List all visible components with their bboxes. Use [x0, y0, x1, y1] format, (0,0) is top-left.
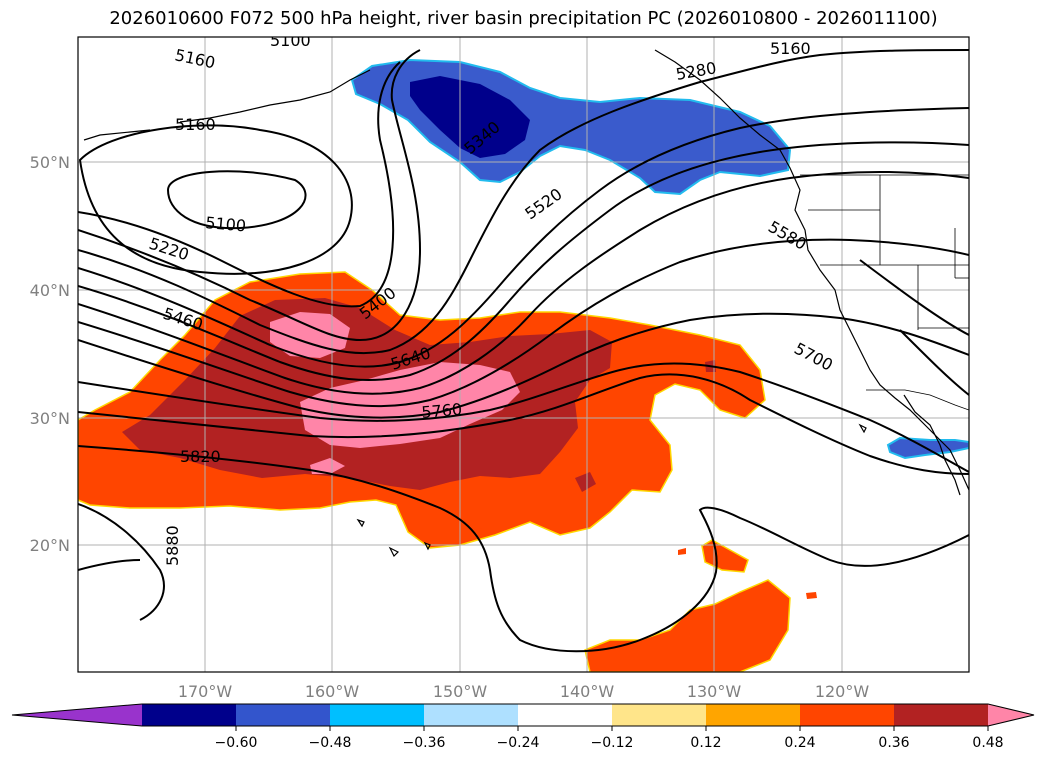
- colorbar-segment: [142, 704, 237, 726]
- colorbar-segment: [800, 704, 895, 726]
- height-contours: [78, 49, 969, 653]
- contour-label: 5160: [175, 115, 216, 134]
- colorbar-segment: [424, 704, 519, 726]
- colorbar-segment: [894, 704, 989, 726]
- lon-label: 130°W: [687, 682, 742, 701]
- lon-label: 170°W: [178, 682, 233, 701]
- lon-label: 150°W: [433, 682, 488, 701]
- colorbar-extend-high: [988, 704, 1034, 726]
- colorbar-tick-label: −0.24: [497, 735, 540, 751]
- negative-anomaly-south: [886, 436, 969, 460]
- lat-label: 50°N: [30, 153, 70, 172]
- contour-label: 5760: [421, 400, 463, 422]
- colorbar-extend-low: [12, 704, 142, 726]
- contour-label: 5100: [270, 31, 311, 50]
- contour-label: 5160: [770, 39, 811, 58]
- colorbar-segment: [330, 704, 425, 726]
- map-area: 5100 5160 5160 5160 5280 5340 5100 5520 …: [78, 31, 969, 672]
- colorbar-tick-label: 0.24: [784, 735, 815, 751]
- negative-anomaly-north: [350, 58, 792, 196]
- colorbar-segment: [612, 704, 707, 726]
- colorbar: −0.60 −0.48 −0.36 −0.24 −0.12 0.12 0.24 0.36 0.4…: [11, 703, 1035, 751]
- coastlines: [83, 49, 969, 558]
- map-title: 2026010600 F072 500 hPa height, river ba…: [109, 8, 938, 29]
- contour-label: 5100: [205, 213, 247, 235]
- longitude-labels: 170°W 160°W 150°W 140°W 130°W 120°W: [178, 682, 870, 701]
- colorbar-segment: [518, 704, 613, 726]
- contour-label: 5880: [163, 525, 182, 566]
- colorbar-segment: [706, 704, 801, 726]
- lon-label: 160°W: [305, 682, 360, 701]
- colorbar-tick-label: −0.60: [215, 735, 258, 751]
- contour-label: 5820: [180, 447, 221, 466]
- colorbar-tick-label: −0.48: [309, 735, 352, 751]
- colorbar-tick-label: −0.36: [403, 735, 446, 751]
- colorbar-outline: [11, 703, 1035, 727]
- lat-label: 40°N: [30, 281, 70, 300]
- colorbar-segment: [236, 704, 331, 726]
- graticule: [78, 37, 969, 672]
- lat-label: 30°N: [30, 409, 70, 428]
- latitude-labels: 50°N 40°N 30°N 20°N: [30, 153, 70, 555]
- colorbar-tick-label: 0.36: [878, 735, 909, 751]
- map-frame: [77, 36, 970, 673]
- lon-label: 140°W: [560, 682, 615, 701]
- colorbar-tick-label: 0.48: [972, 735, 1003, 751]
- lon-label: 120°W: [815, 682, 870, 701]
- political-borders: [800, 174, 969, 411]
- colorbar-tick-label: −0.12: [591, 735, 634, 751]
- lat-label: 20°N: [30, 536, 70, 555]
- colorbar-tick-label: 0.12: [690, 735, 721, 751]
